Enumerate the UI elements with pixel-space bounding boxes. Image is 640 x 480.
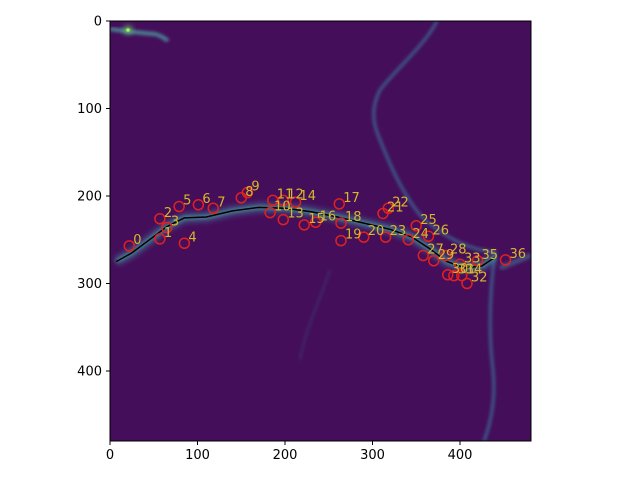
point-marker bbox=[241, 186, 254, 199]
point-marker bbox=[123, 240, 135, 252]
point-marker bbox=[428, 255, 440, 267]
point-label: 28 bbox=[450, 243, 467, 258]
point-marker bbox=[417, 249, 429, 262]
point-label: 19 bbox=[345, 228, 362, 243]
filament-faint bbox=[299, 269, 331, 361]
dendrite-right-branch bbox=[499, 252, 531, 271]
point-marker bbox=[379, 231, 392, 243]
point-label: 14 bbox=[300, 189, 317, 204]
traced-path bbox=[115, 206, 496, 269]
x-tick-label: 0 bbox=[106, 448, 114, 463]
point-marker bbox=[440, 249, 452, 262]
point-marker bbox=[358, 231, 370, 243]
point-label: 13 bbox=[287, 207, 304, 222]
filament-right bbox=[372, 21, 497, 441]
point-label: 20 bbox=[368, 224, 385, 239]
point-label: 35 bbox=[482, 248, 499, 263]
point-marker bbox=[264, 206, 276, 219]
point-marker bbox=[448, 269, 460, 282]
point-label: 27 bbox=[427, 243, 444, 258]
point-marker bbox=[192, 199, 205, 211]
point-label: 12 bbox=[287, 187, 304, 202]
point-marker bbox=[154, 213, 166, 225]
point-label: 36 bbox=[510, 247, 527, 262]
microscopy-image bbox=[110, 21, 531, 441]
point-marker bbox=[309, 216, 322, 228]
y-tick-label: 300 bbox=[77, 277, 102, 292]
point-label: 10 bbox=[274, 200, 291, 215]
point-marker bbox=[335, 234, 347, 247]
point-label: 21 bbox=[387, 201, 404, 216]
point-label: 3 bbox=[171, 215, 179, 230]
point-marker bbox=[410, 220, 422, 232]
y-tick-label: 0 bbox=[94, 15, 102, 30]
point-label: 8 bbox=[245, 185, 253, 200]
x-axis: 0 100 200 300 400 bbox=[106, 441, 473, 463]
point-label: 18 bbox=[345, 210, 362, 225]
point-marker bbox=[456, 269, 468, 282]
point-marker bbox=[207, 202, 219, 214]
point-marker bbox=[178, 237, 191, 249]
x-tick-label: 400 bbox=[448, 448, 473, 463]
point-label: 23 bbox=[390, 224, 407, 239]
point-label: 22 bbox=[392, 195, 409, 210]
point-marker bbox=[471, 255, 484, 267]
point-label: 16 bbox=[320, 209, 337, 224]
point-label: 24 bbox=[412, 227, 429, 242]
x-tick-label: 100 bbox=[185, 448, 210, 463]
point-marker bbox=[289, 196, 302, 208]
point-marker bbox=[333, 198, 345, 210]
y-axis: 0 100 200 300 400 bbox=[77, 15, 110, 380]
point-label: 11 bbox=[277, 187, 294, 202]
point-markers bbox=[123, 186, 512, 290]
point-label: 31 bbox=[458, 263, 475, 278]
point-label: 29 bbox=[438, 248, 455, 263]
point-label: 2 bbox=[164, 206, 172, 221]
point-marker bbox=[298, 219, 310, 231]
point-marker bbox=[277, 194, 289, 207]
point-label: 34 bbox=[466, 263, 483, 278]
y-tick-label: 400 bbox=[77, 365, 102, 380]
filament-top-left bbox=[110, 27, 170, 43]
point-label: 25 bbox=[420, 213, 437, 228]
point-marker bbox=[382, 202, 394, 214]
point-label: 26 bbox=[433, 223, 450, 238]
y-tick-label: 200 bbox=[77, 190, 102, 205]
point-marker bbox=[277, 213, 289, 226]
point-label: 7 bbox=[217, 195, 225, 210]
point-marker bbox=[422, 230, 435, 242]
y-tick-label: 100 bbox=[77, 102, 102, 117]
point-marker bbox=[154, 233, 166, 245]
image-background bbox=[110, 21, 531, 441]
point-label: 17 bbox=[343, 191, 360, 206]
point-label: 1 bbox=[164, 226, 172, 241]
point-marker bbox=[173, 200, 185, 213]
axes-frame bbox=[109, 20, 532, 442]
point-label: 15 bbox=[308, 212, 325, 227]
point-marker bbox=[461, 277, 473, 290]
point-label: 32 bbox=[471, 271, 488, 286]
point-label: 5 bbox=[183, 194, 191, 209]
point-label: 9 bbox=[251, 180, 259, 195]
point-label: 4 bbox=[188, 230, 196, 245]
point-marker bbox=[442, 269, 454, 281]
point-marker bbox=[499, 254, 512, 266]
point-marker bbox=[161, 221, 173, 234]
point-marker bbox=[402, 234, 415, 246]
point-label: 0 bbox=[133, 233, 141, 248]
x-tick-label: 200 bbox=[273, 448, 298, 463]
x-tick-label: 300 bbox=[360, 448, 385, 463]
point-label: 33 bbox=[464, 251, 481, 266]
point-label: 6 bbox=[202, 192, 210, 207]
point-marker bbox=[335, 217, 347, 229]
point-marker bbox=[454, 258, 466, 270]
point-label: 30 bbox=[452, 262, 469, 277]
